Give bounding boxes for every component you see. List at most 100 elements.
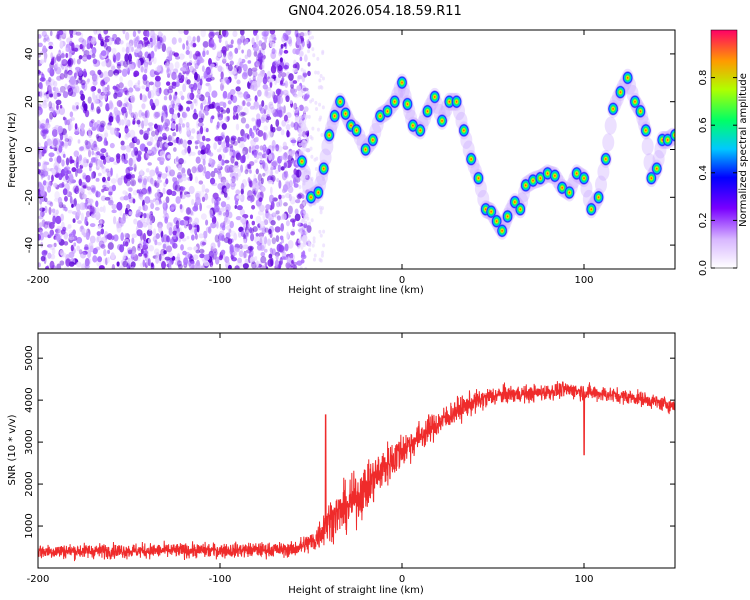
noise-speck (122, 30, 126, 35)
noise-speck (241, 49, 244, 54)
noise-speck (210, 63, 215, 68)
noise-speck (283, 65, 289, 70)
trace-point (367, 132, 379, 147)
noise-speck (216, 105, 221, 112)
trace-halo (604, 116, 617, 135)
noise-speck (162, 187, 166, 195)
noise-speck (172, 113, 178, 120)
noise-speck (101, 61, 107, 67)
noise-speck (71, 203, 74, 208)
noise-speck (57, 196, 63, 205)
noise-speck (186, 92, 192, 100)
noise-speck (262, 132, 268, 141)
noise-speck (176, 174, 182, 179)
noise-speck (194, 139, 201, 145)
noise-speck (255, 215, 262, 224)
noise-speck (131, 174, 135, 179)
noise-speck (226, 115, 231, 121)
noise-speck (161, 236, 165, 243)
noise-speck (228, 44, 234, 49)
noise-speck (174, 61, 180, 69)
noise-speck (277, 109, 284, 118)
noise-speck (131, 46, 134, 53)
noise-speck (242, 100, 246, 106)
noise-speck (193, 98, 197, 104)
noise-speck (170, 100, 175, 106)
noise-speck (282, 256, 289, 260)
noise-speck (82, 193, 87, 200)
noise-speck (53, 242, 57, 248)
noise-speck (220, 249, 226, 255)
noise-speck (167, 141, 174, 146)
noise-speck (186, 100, 193, 105)
noise-speck (241, 179, 248, 188)
noise-speck (247, 67, 253, 77)
noise-speck (240, 188, 244, 195)
noise-speck (282, 89, 289, 96)
noise-speck (312, 257, 316, 262)
noise-speck (141, 112, 145, 117)
noise-speck (310, 176, 314, 181)
noise-speck (244, 54, 249, 60)
noise-speck (252, 75, 256, 82)
noise-speck (154, 75, 161, 82)
noise-speck (217, 239, 221, 248)
noise-speck (249, 256, 256, 264)
noise-speck (289, 262, 296, 269)
noise-speck (182, 139, 188, 149)
noise-speck (178, 125, 182, 134)
noise-speck (120, 140, 125, 146)
noise-speck (124, 128, 130, 133)
noise-speck (109, 142, 115, 149)
noise-speck (105, 103, 110, 112)
noise-speck (73, 197, 77, 207)
noise-speck (103, 88, 106, 94)
trace-point (472, 171, 484, 186)
noise-speck (181, 237, 187, 242)
noise-speck (236, 205, 243, 211)
noise-speck (155, 128, 160, 136)
noise-speck (239, 243, 243, 250)
noise-speck (83, 228, 89, 233)
noise-speck (75, 185, 79, 192)
noise-speck (60, 141, 65, 148)
noise-speck (125, 207, 129, 216)
noise-speck (171, 37, 177, 45)
noise-speck (38, 233, 42, 241)
noise-speck (321, 105, 325, 110)
snr-y-axis-title: SNR (10 * v/v) (7, 414, 18, 485)
noise-speck (141, 188, 148, 195)
noise-speck (53, 91, 58, 100)
noise-speck (43, 56, 47, 63)
noise-speck (303, 56, 308, 61)
noise-speck (71, 104, 75, 110)
noise-speck (87, 96, 92, 104)
noise-speck (52, 138, 58, 147)
noise-speck (202, 262, 206, 267)
noise-speck (290, 205, 293, 214)
noise-speck (167, 136, 171, 142)
noise-speck (241, 72, 248, 80)
noise-speck (143, 253, 148, 258)
noise-speck (166, 68, 170, 74)
noise-speck (86, 158, 89, 164)
noise-speck (149, 169, 156, 177)
noise-speck (221, 78, 225, 85)
noise-speck (237, 44, 241, 50)
noise-speck (57, 125, 63, 134)
noise-speck (232, 115, 237, 120)
noise-speck (230, 155, 235, 164)
noise-speck (259, 107, 265, 114)
noise-speck (38, 169, 45, 176)
noise-speck (105, 181, 110, 191)
noise-speck (286, 257, 291, 265)
trace-point (421, 104, 433, 119)
noise-speck (243, 250, 247, 259)
noise-speck (94, 74, 99, 82)
noise-speck (313, 253, 317, 258)
noise-speck (63, 69, 68, 79)
noise-speck (232, 165, 239, 173)
noise-speck (262, 84, 269, 90)
noise-speck (114, 40, 117, 45)
